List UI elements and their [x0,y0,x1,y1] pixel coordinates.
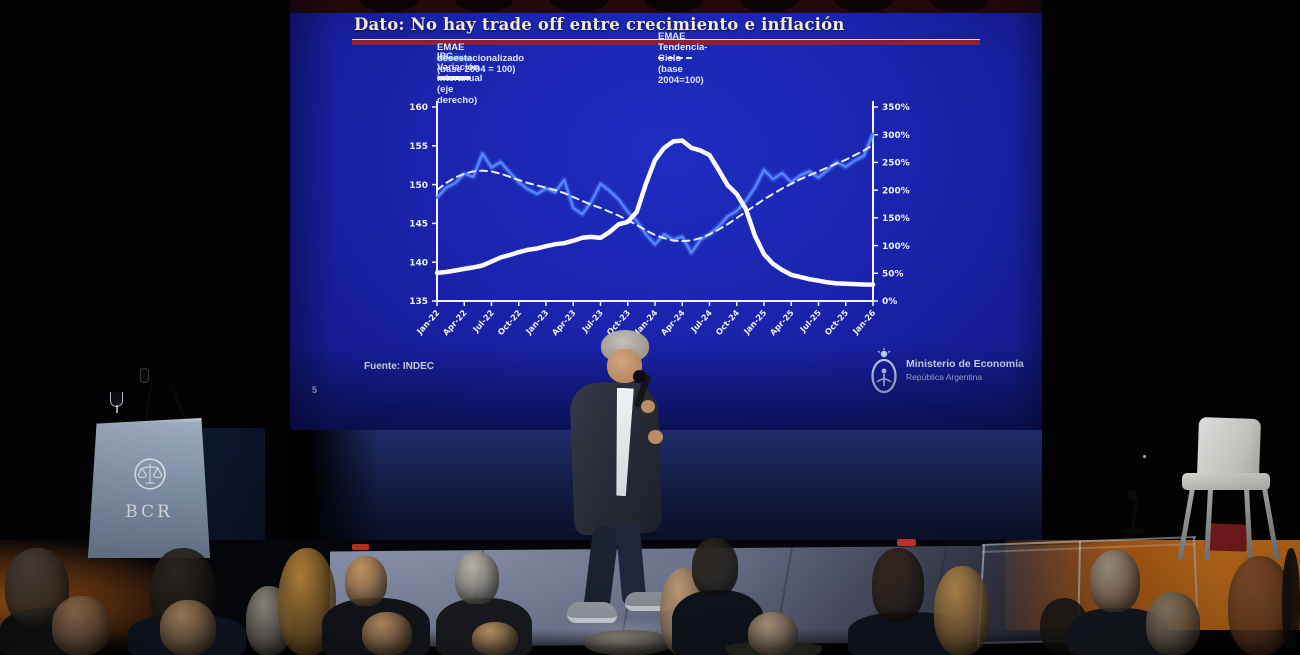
stage-drape [203,428,265,560]
audience-head [1090,550,1140,612]
audience-head [160,600,216,655]
podium-label: BCR [125,502,173,522]
chair-seat [1182,473,1270,490]
small-light-speck [1143,455,1146,458]
audience-head [455,552,499,604]
podium-microphone-icon [140,368,149,383]
handheld-microphone-head [633,370,646,383]
speaker-sneaker [625,592,671,611]
audience-head [472,622,518,655]
speaker-hand [648,430,663,444]
stage-monitor-light [352,544,369,550]
audience-head [692,538,738,596]
audience-head [872,548,924,622]
speaker-sneaker [567,602,617,623]
white-stool-chair [1172,416,1280,563]
bcr-podium: BCR [88,368,210,558]
stage-monitor-light [897,539,916,546]
speaker [555,330,690,630]
stage-backdrop [290,430,1042,552]
audience-head [748,612,798,655]
audience-head [1282,548,1300,655]
audience-head [52,596,110,655]
audience-head [585,630,671,655]
table-microphone-icon [1127,490,1137,500]
water-glass [110,392,123,413]
audience-head [362,612,412,655]
speaker-hand [641,400,655,413]
podium-body [88,418,210,558]
bcr-scales-emblem-icon [134,458,166,490]
audience-head [1146,592,1200,655]
table-microphone-base [1122,528,1146,534]
audience-head [934,566,990,655]
audience-head [345,556,387,606]
audience-head [1228,556,1292,655]
